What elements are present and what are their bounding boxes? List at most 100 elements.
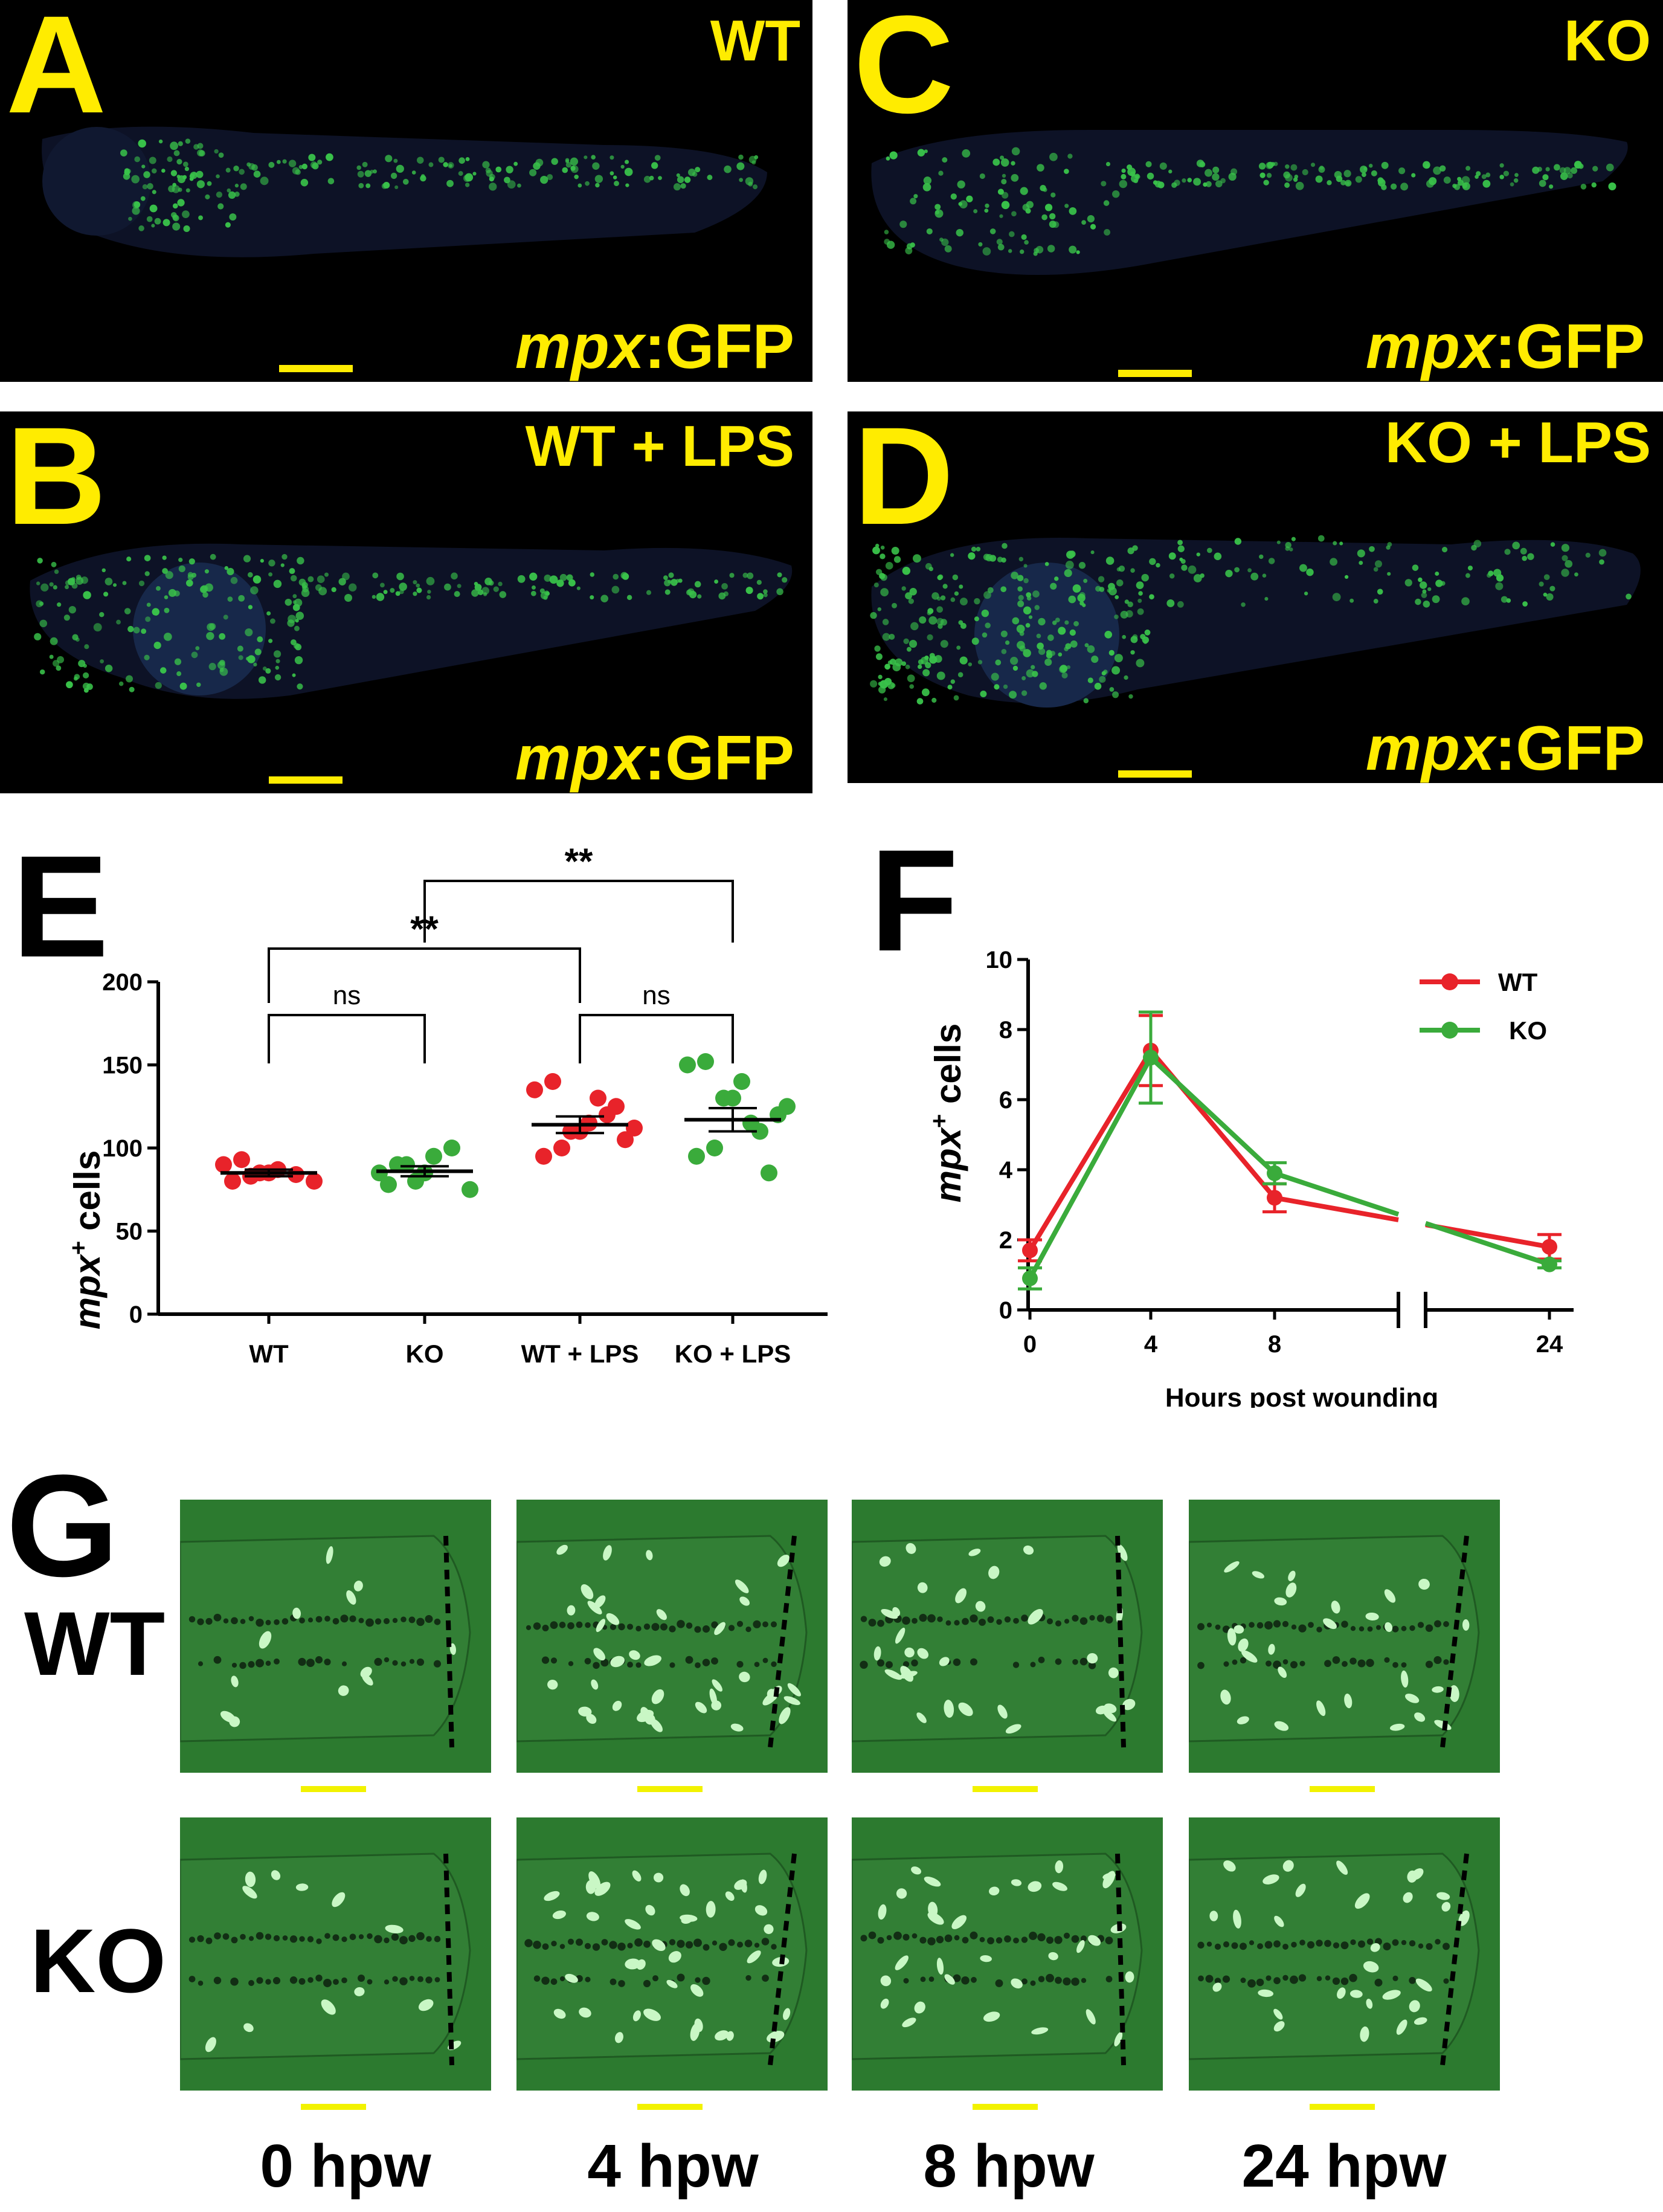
panel-e-data-point xyxy=(462,1181,478,1198)
neutrophil-cell xyxy=(603,1545,612,1561)
neutrophil-cell xyxy=(643,2008,661,2021)
pigment-cell xyxy=(953,1974,961,1982)
pigment-cell xyxy=(719,1943,727,1951)
pigment-cell xyxy=(1030,1662,1036,1668)
pigment-cell xyxy=(1079,1617,1088,1625)
panel-g-image-wt-0 xyxy=(180,1500,491,1773)
pigment-cell xyxy=(660,1623,667,1631)
pigment-cell xyxy=(1357,1940,1366,1948)
neutrophil-cell xyxy=(944,1974,955,1985)
pigment-cell xyxy=(526,1625,532,1630)
pigment-cell xyxy=(1038,1656,1045,1663)
pigment-cell xyxy=(936,1936,944,1944)
neutrophil-cell xyxy=(1295,1883,1306,1897)
neutrophil-cell xyxy=(644,1655,661,1666)
pigment-cell xyxy=(712,1940,718,1946)
wound-line xyxy=(768,1535,797,1748)
pigment-cell xyxy=(248,1980,254,1986)
neutrophil-cell xyxy=(1125,1971,1134,1983)
pigment-cell xyxy=(299,1936,305,1942)
pigment-cell xyxy=(919,1614,927,1622)
pigment-cell xyxy=(987,1616,994,1624)
pigment-cell xyxy=(694,1626,701,1633)
pigment-cell xyxy=(762,1657,768,1663)
wound-line xyxy=(1440,1535,1469,1748)
pigment-cell xyxy=(524,1939,533,1947)
pigment-cell xyxy=(1214,1943,1221,1950)
pigment-cell xyxy=(188,1936,196,1943)
pigment-cell xyxy=(860,1660,868,1669)
pigment-cell xyxy=(902,1661,910,1668)
neutrophil-cell xyxy=(1103,1710,1117,1722)
neutrophil-cell xyxy=(1028,1608,1043,1625)
pigment-cell xyxy=(877,1619,884,1627)
pigment-cell xyxy=(736,1660,744,1668)
pigment-cell xyxy=(1291,1624,1297,1630)
pigment-cell xyxy=(340,1614,349,1623)
pigment-cell xyxy=(1433,1656,1442,1665)
neutrophil-cell xyxy=(881,1608,898,1619)
pigment-cell xyxy=(962,1617,969,1625)
larva-wt-lps-image xyxy=(30,543,793,699)
pigment-cell xyxy=(1392,1939,1399,1946)
pigment-cell xyxy=(541,1656,550,1664)
neutrophil-cell xyxy=(668,1951,681,1963)
pigment-cell xyxy=(1072,1614,1079,1622)
pigment-cell xyxy=(1324,1940,1331,1947)
pigment-cell xyxy=(256,1659,264,1668)
neutrophil-cell xyxy=(586,1714,597,1724)
panel-f-series-line xyxy=(1028,1053,1400,1280)
pigment-cell xyxy=(1342,1661,1348,1667)
pigment-cell xyxy=(1357,1659,1366,1668)
pigment-cell xyxy=(374,1935,382,1944)
pigment-cell xyxy=(1231,1942,1238,1949)
pigment-cell xyxy=(954,1935,960,1941)
panel-e-data-point xyxy=(617,1131,634,1149)
pigment-cell xyxy=(1350,1626,1356,1631)
pigment-cell xyxy=(1264,1621,1273,1630)
pigment-cell xyxy=(1273,1977,1281,1984)
pigment-cell xyxy=(695,1977,701,1983)
neutrophil-cell xyxy=(1274,1597,1287,1606)
pigment-cell xyxy=(1214,1978,1221,1984)
panel-e-data-point xyxy=(443,1140,460,1156)
neutrophil-cell xyxy=(1360,2026,1369,2042)
pigment-cell xyxy=(1282,1943,1288,1950)
neutrophil-cell xyxy=(955,1588,967,1604)
neutrophil-cell xyxy=(1396,2019,1407,2035)
neutrophil-cell xyxy=(1285,1582,1297,1598)
pigment-cell xyxy=(1332,1656,1340,1664)
pigment-cell xyxy=(1063,1977,1071,1986)
pigment-cell xyxy=(1333,1942,1340,1949)
neutrophil-cell xyxy=(983,2011,1000,2022)
neutrophil-cell xyxy=(951,1915,967,1929)
pigment-cell xyxy=(197,1935,204,1943)
pigment-cell xyxy=(1425,1624,1433,1632)
neutrophil-cell xyxy=(680,1914,698,1922)
pigment-cell xyxy=(425,1976,433,1984)
neutrophil-cell xyxy=(1404,1694,1420,1703)
pigment-cell xyxy=(1071,1977,1079,1986)
pigment-cell xyxy=(1273,1940,1281,1948)
neutrophil-cell xyxy=(1282,1860,1294,1872)
neutrophil-cell xyxy=(1212,1982,1222,1992)
neutrophil-cell xyxy=(567,1605,576,1616)
pigment-cell xyxy=(928,1976,934,1982)
neutrophil-cell xyxy=(1233,1909,1241,1929)
neutrophil-cell xyxy=(579,2007,591,2018)
neutrophil-cell xyxy=(612,1700,622,1711)
pigment-cell xyxy=(349,1615,356,1622)
neutrophil-cell xyxy=(880,1975,892,1987)
pigment-cell xyxy=(289,1976,298,1984)
neutrophil-cell xyxy=(958,1702,973,1717)
pigment-cell xyxy=(409,1976,415,1981)
neutrophil-cell xyxy=(565,1973,578,1983)
panel-f-data-point xyxy=(1267,1165,1282,1181)
pigment-cell xyxy=(384,1657,390,1663)
pigment-cell xyxy=(635,1662,642,1668)
pigment-cell xyxy=(1046,1618,1053,1625)
pigment-cell xyxy=(1054,1936,1063,1944)
neutrophil-cell xyxy=(1411,1868,1424,1880)
pigment-cell xyxy=(559,1976,565,1982)
panel-e-significance-label: ** xyxy=(565,841,593,882)
